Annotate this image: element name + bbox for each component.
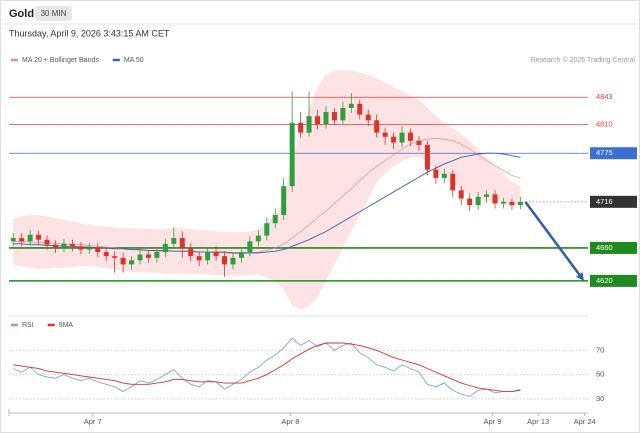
x-tick-label: Apr 13	[527, 417, 549, 426]
interval-badge[interactable]	[35, 6, 72, 21]
forecast-arrowhead	[576, 272, 584, 281]
level-tag	[590, 274, 637, 287]
candle-body	[467, 198, 473, 206]
interval[interactable]: 30 MIN	[41, 9, 67, 18]
rsi-line	[13, 342, 521, 393]
candle-body	[331, 112, 337, 121]
candle-body	[450, 173, 456, 191]
candle-body	[44, 239, 50, 245]
x-tick-label: Apr 7	[84, 417, 102, 426]
candle-body	[298, 122, 304, 133]
candle-body	[281, 186, 287, 215]
candle-body	[323, 112, 329, 125]
candle-body	[306, 116, 312, 133]
candle-body	[196, 256, 202, 261]
candle-body	[154, 252, 160, 258]
candle-body	[424, 145, 430, 170]
forecast-arrow	[524, 201, 581, 276]
candle-body	[365, 114, 371, 121]
candle-body	[52, 244, 58, 248]
x-tick-label: Apr 24	[574, 417, 596, 426]
y-tick-label: 70	[596, 345, 604, 354]
candle-body	[458, 190, 464, 199]
candle-body	[357, 103, 363, 115]
bollinger-band	[13, 70, 521, 310]
candle-body	[162, 243, 168, 253]
y-tick-label: 30	[596, 394, 604, 403]
level-label: 4810	[596, 119, 613, 128]
candle-body	[500, 201, 506, 204]
level-label: 4716	[596, 197, 613, 206]
candle-body	[492, 194, 498, 204]
candle-body	[103, 252, 109, 257]
x-tick-label: Apr 8	[282, 417, 300, 426]
candle-body	[120, 257, 126, 265]
candle-body	[509, 201, 515, 206]
candle-body	[374, 120, 380, 133]
candle-body	[19, 238, 25, 242]
level-label: 4620	[596, 276, 613, 285]
legend-label: MA 50	[124, 57, 144, 64]
candle-body	[230, 257, 236, 265]
candle-body	[222, 256, 228, 265]
candle-body	[10, 238, 16, 242]
candle-body	[145, 254, 151, 258]
candle-body	[78, 246, 84, 250]
candle-body	[517, 201, 523, 206]
legend-label: RSI	[22, 322, 34, 329]
rsi-line	[13, 337, 521, 397]
candle-body	[272, 215, 278, 224]
candle-body	[399, 132, 405, 143]
candle-body	[484, 194, 490, 197]
candle-body	[391, 136, 397, 143]
candle-body	[129, 260, 135, 265]
candle-body	[86, 247, 92, 250]
candle-body	[36, 234, 42, 240]
level-tag	[590, 147, 637, 160]
legend-label: 9MA	[59, 322, 74, 329]
candle-body	[137, 254, 143, 261]
level-label: 4775	[596, 148, 613, 157]
candle-body	[247, 241, 253, 253]
y-tick-label: 50	[596, 370, 604, 379]
candle-body	[315, 116, 321, 125]
candle-body	[205, 252, 211, 261]
title: Gold	[9, 8, 34, 20]
candle-body	[188, 247, 194, 257]
level-tag	[590, 241, 637, 254]
candle-body	[407, 132, 413, 141]
candle-body	[255, 235, 261, 242]
candle-body	[433, 169, 439, 178]
level-label: 4843	[596, 92, 613, 101]
candle-body	[475, 196, 481, 206]
candle-body	[95, 247, 101, 253]
candle-body	[171, 238, 177, 244]
date: Thursday, April 9, 2026 3:43:15 AM CET	[9, 28, 170, 38]
candle-body	[264, 223, 270, 236]
candle-body	[27, 234, 33, 242]
level-label: 4660	[596, 243, 613, 252]
candle-body	[416, 140, 422, 145]
level-tag	[590, 195, 637, 208]
x-tick-label: Apr 9	[484, 417, 502, 426]
candle-body	[69, 243, 75, 247]
candle-body	[348, 103, 354, 108]
credit: Research © 2026 Trading Central	[531, 56, 636, 64]
candle-body	[179, 238, 185, 248]
candle-body	[382, 132, 388, 137]
candle-body	[340, 107, 346, 121]
candle-body	[289, 122, 295, 187]
candle-body	[213, 252, 219, 257]
candle-body	[112, 256, 118, 258]
candle-body	[238, 252, 244, 258]
legend-label: MA 20 + Bollinger Bands	[22, 57, 99, 64]
candle-body	[441, 173, 447, 178]
candle-body	[61, 243, 67, 248]
